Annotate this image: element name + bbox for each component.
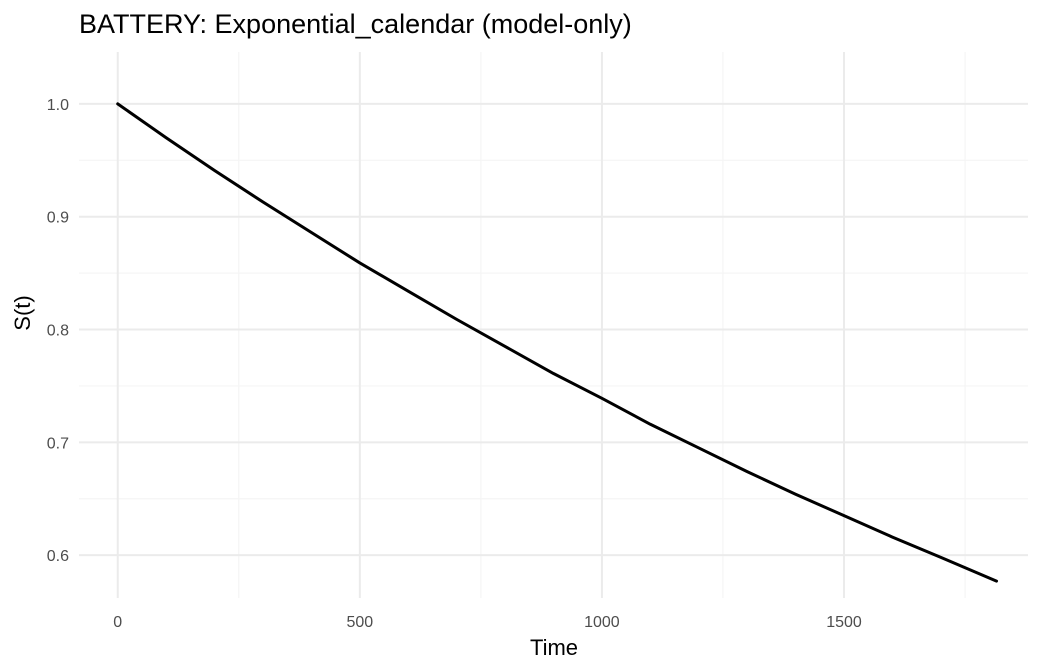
chart-title: BATTERY: Exponential_calendar (model-onl… [79, 9, 632, 39]
series-line-0 [116, 102, 999, 583]
grid [79, 52, 1028, 598]
series-layer [116, 102, 999, 583]
x-tick-label-0: 0 [113, 614, 122, 631]
y-tick-label-3: 0.9 [47, 210, 69, 227]
y-tick-label-4: 1.0 [47, 97, 69, 114]
x-axis-label: Time [530, 635, 578, 660]
y-axis-label: S(t) [10, 295, 35, 330]
y-tick-label-2: 0.8 [47, 323, 69, 340]
x-tick-label-1: 500 [346, 614, 373, 631]
x-tick-label-2: 1000 [584, 614, 620, 631]
x-tick-label-3: 1500 [826, 614, 862, 631]
y-tick-label-1: 0.7 [47, 435, 69, 452]
y-tick-label-0: 0.6 [47, 548, 69, 565]
tick-labels: 0.6 0.7 0.8 0.9 1.0 0 500 1000 1500 [47, 97, 862, 631]
